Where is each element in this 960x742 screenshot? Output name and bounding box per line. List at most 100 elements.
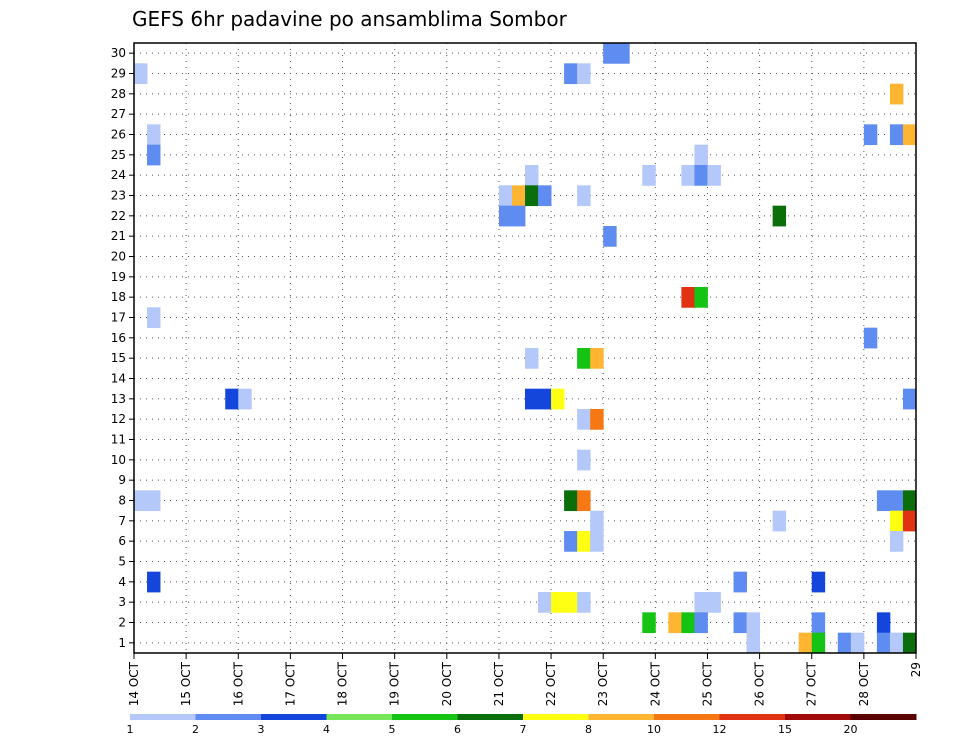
precip-cell: [902, 632, 917, 654]
precip-cell: [876, 632, 891, 654]
precip-cell: [238, 388, 252, 410]
precip-cell: [147, 144, 161, 166]
y-tick-label: 9: [118, 473, 126, 487]
y-tick-label: 30: [111, 46, 126, 60]
colorbar-label: 15: [778, 723, 792, 736]
colorbar-label: 7: [520, 723, 527, 736]
precip-cell: [551, 388, 565, 410]
precip-cell: [147, 124, 161, 146]
plot-frame: [133, 42, 917, 654]
colorbar-swatch: [719, 714, 786, 720]
grid: [133, 43, 917, 653]
precip-cell: [577, 490, 591, 512]
precip-cell: [511, 205, 526, 227]
precip-cell: [147, 307, 161, 329]
y-tick-label: 6: [118, 534, 126, 548]
colorbar-label: 12: [713, 723, 727, 736]
colorbar-swatch: [130, 714, 196, 720]
precip-cell: [642, 612, 656, 634]
precip-cell: [577, 185, 591, 207]
precip-cell: [733, 571, 747, 593]
precip-cell: [876, 612, 891, 634]
precip-cell: [551, 592, 565, 613]
x-axis: 14 OCT 15 OCT 16 OCT 17 OCT 18 OCT 19 OCT 20 O…: [127, 653, 923, 706]
x-tick-label: 21 OCT: [492, 661, 506, 706]
y-tick-label: 17: [111, 311, 126, 325]
precip-cell: [746, 632, 760, 654]
precip-cell: [889, 632, 904, 654]
precip-cell: [902, 388, 917, 410]
y-tick-label: 12: [111, 412, 126, 426]
precip-cell: [603, 43, 617, 64]
precip-cell: [590, 348, 604, 369]
precip-cell: [538, 592, 552, 613]
colorbar: 1 2 3 4 5 6 7 8 10 12 15 20: [127, 714, 917, 736]
precip-cell: [694, 287, 708, 308]
precip-cell: [564, 490, 578, 512]
precip-cell: [902, 490, 917, 512]
precip-cell: [772, 510, 787, 532]
precip-cell: [681, 612, 695, 634]
precip-cell: [525, 165, 539, 186]
y-tick-label: 1: [118, 636, 126, 650]
x-tick-label: 25 OCT: [700, 661, 714, 706]
precip-cell: [590, 510, 604, 532]
precip-cell: [811, 571, 826, 593]
y-tick-label: 10: [111, 453, 126, 467]
x-tick-label: 17 OCT: [283, 661, 297, 706]
precip-cell: [707, 592, 721, 613]
colorbar-label: 6: [454, 723, 461, 736]
precip-cell: [590, 409, 604, 430]
precip-cell: [603, 226, 617, 247]
precip-cell: [707, 165, 721, 186]
colorbar-swatch: [457, 714, 524, 720]
precip-cell: [733, 612, 747, 634]
x-tick-label: 19 OCT: [388, 661, 402, 706]
precip-cell: [525, 388, 539, 410]
precip-cell: [498, 185, 513, 207]
precip-cell: [616, 43, 630, 64]
y-tick-label: 18: [111, 290, 126, 304]
precip-cell: [889, 531, 904, 552]
precip-cell: [498, 205, 513, 227]
colorbar-swatch: [261, 714, 327, 720]
y-tick-label: 5: [118, 555, 126, 569]
precip-cell: [681, 165, 695, 186]
colorbar-swatch: [326, 714, 393, 720]
precip-cell: [564, 531, 578, 552]
precip-cell: [525, 185, 539, 207]
precip-cell: [511, 185, 526, 207]
y-tick-label: 11: [111, 433, 126, 447]
colorbar-label: 10: [647, 723, 661, 736]
x-tick-label: 22 OCT: [544, 661, 558, 706]
colorbar-swatch: [785, 714, 851, 720]
y-tick-label: 21: [111, 229, 126, 243]
precip-cell: [681, 287, 695, 308]
x-tick-label: 29: [909, 662, 923, 677]
x-tick-label: 27 OCT: [805, 661, 819, 706]
precip-cell: [577, 348, 591, 369]
precip-cell: [577, 409, 591, 430]
precip-cell: [577, 531, 591, 552]
y-tick-label: 7: [118, 514, 126, 528]
precip-cell: [147, 571, 161, 593]
chart-title: GEFS 6hr padavine po ansamblima Sombor: [132, 7, 568, 31]
precip-cell: [577, 63, 591, 85]
y-tick-label: 2: [118, 616, 126, 630]
precip-cell: [902, 124, 917, 146]
y-tick-label: 25: [111, 148, 126, 162]
precip-cell: [564, 592, 578, 613]
x-tick-label: 26 OCT: [753, 661, 767, 706]
y-tick-label: 26: [111, 128, 126, 142]
y-tick-label: 23: [111, 189, 126, 203]
y-tick-label: 16: [111, 331, 126, 345]
precip-cell: [798, 632, 813, 654]
y-tick-label: 15: [111, 351, 126, 365]
y-tick-label: 20: [111, 250, 126, 264]
precip-cell: [225, 388, 239, 410]
y-tick-label: 19: [111, 270, 126, 284]
precip-cell: [694, 612, 708, 634]
precip-cell: [811, 632, 826, 654]
colorbar-swatch: [392, 714, 458, 720]
